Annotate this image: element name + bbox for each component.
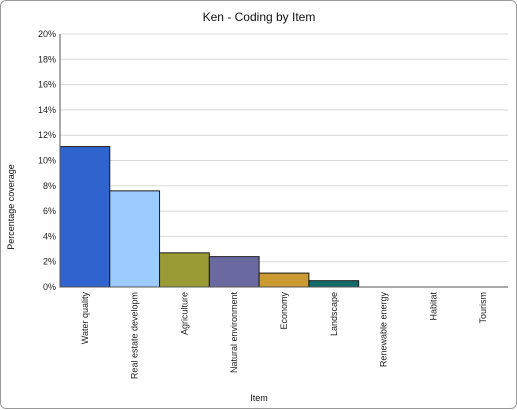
x-tick-labels: Water quality Real estate developm Agricul… (80, 292, 488, 380)
y-tick-label: 14% (38, 105, 56, 115)
x-tick-label: Tourism (478, 292, 488, 324)
x-tick-label: Renewable energy (379, 292, 389, 368)
bar (208, 256, 260, 288)
bar (258, 272, 310, 288)
y-tick-label: 16% (38, 80, 56, 90)
y-tick-label: 8% (43, 181, 56, 191)
y-axis-title: Percentage coverage (6, 164, 16, 250)
x-tick-label: Habitat (428, 292, 438, 321)
bar (308, 280, 360, 288)
y-tick-label: 4% (43, 231, 56, 241)
y-tick-labels: 0% 2% 4% 6% 8% 10% 12% 14% 16% 18% 20% (38, 29, 56, 292)
bar (59, 146, 111, 288)
y-tick-label: 2% (43, 257, 56, 267)
y-tick-label: 18% (38, 54, 56, 64)
x-tick-label: Economy (279, 292, 289, 330)
chart-title: Ken - Coding by Item (203, 10, 316, 24)
x-tick-label: Agriculture (179, 292, 189, 335)
x-axis-title: Item (250, 393, 268, 403)
bar (109, 190, 161, 288)
x-tick-label: Real estate developm (130, 292, 140, 379)
y-tick-label: 10% (38, 156, 56, 166)
y-tick-label: 20% (38, 29, 56, 39)
x-tick-label: Water quality (80, 292, 90, 345)
x-tick-label: Natural environment (229, 292, 239, 374)
bars (59, 146, 360, 288)
y-tick-label: 12% (38, 130, 56, 140)
y-tick-label: 0% (43, 282, 56, 292)
x-tick-label: Landscape (329, 292, 339, 336)
y-tick-label: 6% (43, 206, 56, 216)
axes (59, 34, 508, 288)
bar (159, 252, 210, 288)
